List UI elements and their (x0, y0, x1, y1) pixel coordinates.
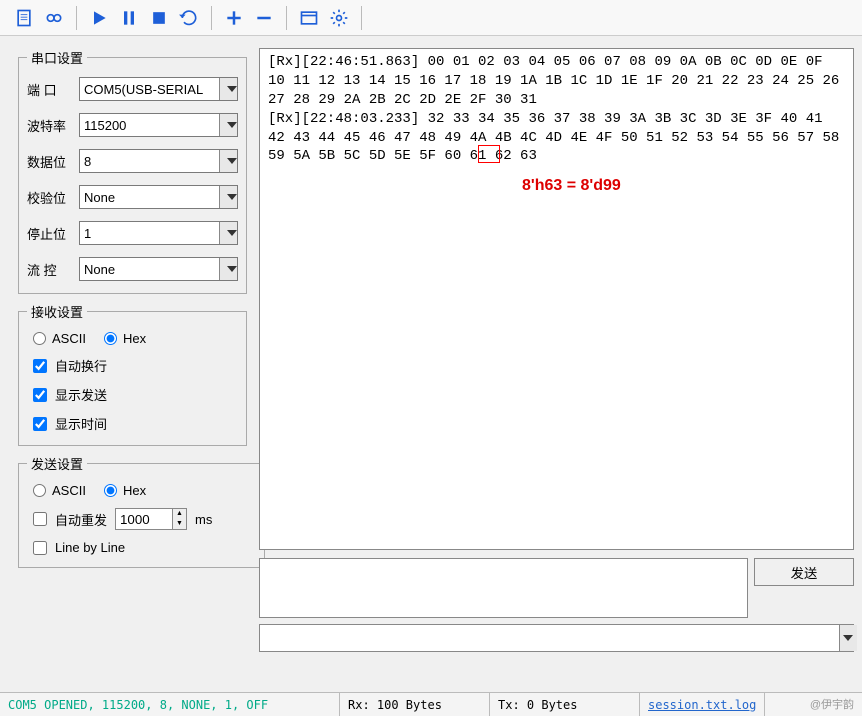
history-dropdown[interactable] (259, 624, 854, 652)
log-area[interactable]: [Rx][22:46:51.863] 00 01 02 03 04 05 06 … (259, 48, 854, 550)
status-tx: Tx: 0 Bytes (490, 693, 640, 716)
annotation-text: 8'h63 = 8'd99 (522, 175, 621, 197)
autoresend-label: 自动重发 (55, 510, 107, 529)
recv-ascii-radio[interactable]: ASCII (33, 331, 86, 346)
port-select[interactable]: COM5(USB-SERIAL (79, 77, 238, 101)
recv-hex-radio[interactable]: Hex (104, 331, 146, 346)
showsend-checkbox[interactable] (33, 388, 47, 402)
stopbits-label: 停止位 (27, 224, 79, 243)
databits-label: 数据位 (27, 152, 79, 171)
left-panel: 串口设置 端 口 COM5(USB-SERIAL 波特率 115200 数据位 … (0, 36, 255, 656)
flow-label: 流 控 (27, 260, 79, 279)
highlight-box (478, 145, 500, 163)
window-icon[interactable] (295, 4, 323, 32)
status-conn: COM5 OPENED, 115200, 8, NONE, 1, OFF (0, 693, 340, 716)
log-line-2: [Rx][22:48:03.233] 32 33 34 35 36 37 38 … (268, 111, 848, 165)
record-icon[interactable] (40, 4, 68, 32)
minus-icon[interactable] (250, 4, 278, 32)
status-rx: Rx: 100 Bytes (340, 693, 490, 716)
recv-settings-legend: 接收设置 (27, 302, 87, 321)
autoresend-spinner[interactable]: ▲▼ (115, 508, 187, 530)
send-hex-radio[interactable]: Hex (104, 483, 146, 498)
parity-label: 校验位 (27, 188, 79, 207)
showsend-label: 显示发送 (55, 385, 107, 404)
autoresend-checkbox[interactable] (33, 512, 47, 526)
statusbar: COM5 OPENED, 115200, 8, NONE, 1, OFF Rx:… (0, 692, 862, 716)
wrap-label: 自动换行 (55, 356, 107, 375)
play-icon[interactable] (85, 4, 113, 32)
send-settings-group: 发送设置 ASCII Hex 自动重发 ▲▼ ms Line by Line (18, 454, 265, 568)
wrap-checkbox[interactable] (33, 359, 47, 373)
new-file-icon[interactable] (10, 4, 38, 32)
send-input[interactable] (259, 558, 748, 618)
linebyline-checkbox[interactable] (33, 541, 47, 555)
right-panel: [Rx][22:46:51.863] 00 01 02 03 04 05 06 … (255, 36, 862, 656)
log-line-1: [Rx][22:46:51.863] 00 01 02 03 04 05 06 … (268, 54, 848, 108)
send-ascii-radio[interactable]: ASCII (33, 483, 86, 498)
watermark: @伊宇韵 (810, 696, 854, 712)
databits-select[interactable]: 8 (79, 149, 238, 173)
showtime-label: 显示时间 (55, 414, 107, 433)
settings-icon[interactable] (325, 4, 353, 32)
status-session-link[interactable]: session.txt.log (640, 693, 765, 716)
autoresend-unit: ms (195, 512, 212, 527)
parity-select[interactable]: None (79, 185, 238, 209)
toolbar (0, 0, 862, 36)
serial-settings-legend: 串口设置 (27, 48, 87, 67)
linebyline-label: Line by Line (55, 540, 125, 555)
showtime-checkbox[interactable] (33, 417, 47, 431)
stop-icon[interactable] (145, 4, 173, 32)
port-label: 端 口 (27, 80, 79, 99)
baud-select[interactable]: 115200 (79, 113, 238, 137)
plus-icon[interactable] (220, 4, 248, 32)
pause-icon[interactable] (115, 4, 143, 32)
baud-label: 波特率 (27, 116, 79, 135)
serial-settings-group: 串口设置 端 口 COM5(USB-SERIAL 波特率 115200 数据位 … (18, 48, 247, 294)
refresh-icon[interactable] (175, 4, 203, 32)
recv-settings-group: 接收设置 ASCII Hex 自动换行 显示发送 显示时间 (18, 302, 247, 446)
stopbits-select[interactable]: 1 (79, 221, 238, 245)
send-settings-legend: 发送设置 (27, 454, 87, 473)
send-button[interactable]: 发送 (754, 558, 854, 586)
flow-select[interactable]: None (79, 257, 238, 281)
